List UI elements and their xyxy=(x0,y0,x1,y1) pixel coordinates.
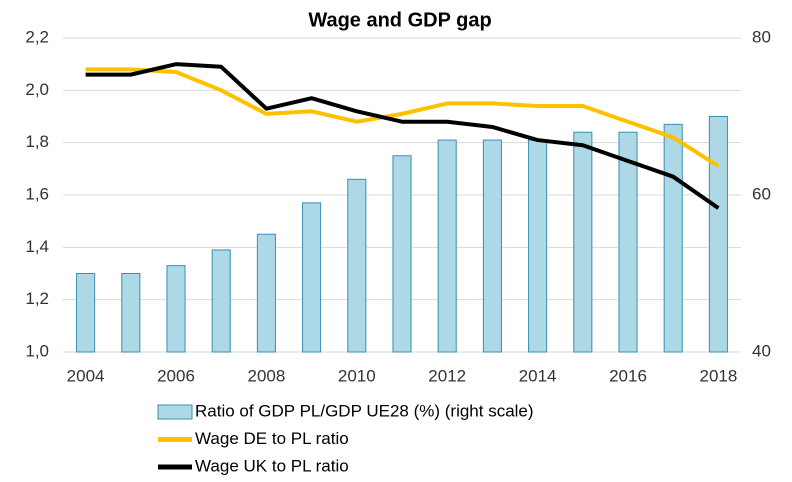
y2-tick-label: 60 xyxy=(752,184,771,203)
x-tick-label: 2018 xyxy=(699,366,737,385)
bar xyxy=(211,249,231,353)
y-tick-label: 1,0 xyxy=(25,341,49,360)
line xyxy=(85,67,720,168)
x-tick-label: 2012 xyxy=(428,366,466,385)
y2-tick-label: 80 xyxy=(752,27,771,46)
bar xyxy=(256,233,276,353)
line xyxy=(85,62,720,210)
bar xyxy=(618,131,638,353)
bar xyxy=(76,273,96,353)
y2-tick-label: 40 xyxy=(752,341,771,360)
bar xyxy=(347,178,367,353)
bar xyxy=(166,265,186,353)
bar xyxy=(392,155,412,353)
x-tick-label: 2008 xyxy=(247,366,285,385)
x-tick-label: 2010 xyxy=(338,366,376,385)
y-tick-label: 1,2 xyxy=(25,289,49,308)
legend-label: Wage UK to PL ratio xyxy=(195,456,349,475)
x-tick-label: 2004 xyxy=(67,366,105,385)
y-tick-label: 1,6 xyxy=(25,184,49,203)
x-tick-label: 2006 xyxy=(157,366,195,385)
legend-label: Ratio of GDP PL/GDP UE28 (%) (right scal… xyxy=(195,401,534,420)
bar xyxy=(708,116,728,353)
y-tick-label: 2,2 xyxy=(25,27,49,46)
legend-swatch xyxy=(157,404,193,420)
bar xyxy=(302,202,322,353)
bar xyxy=(663,123,683,353)
bar xyxy=(482,139,502,353)
bar xyxy=(573,131,593,353)
y-tick-label: 1,4 xyxy=(25,237,49,256)
x-tick-label: 2014 xyxy=(519,366,557,385)
y-tick-label: 1,8 xyxy=(25,132,49,151)
bar xyxy=(528,139,548,353)
x-tick-label: 2016 xyxy=(609,366,647,385)
legend-label: Wage DE to PL ratio xyxy=(195,429,349,448)
y-tick-label: 2,0 xyxy=(25,80,49,99)
chart-title: Wage and GDP gap xyxy=(308,9,491,31)
bar xyxy=(121,273,141,353)
bar xyxy=(437,139,457,353)
